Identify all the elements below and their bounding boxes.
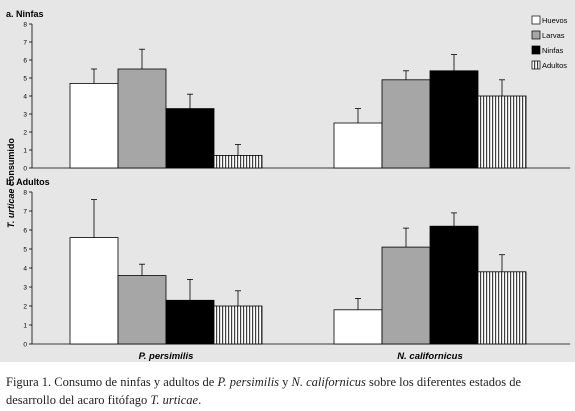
caption-text: Figura 1. Consumo de ninfas y adultos de [6,375,218,389]
legend-label: Ninfas [542,46,564,55]
y-tick-label: 0 [23,166,27,173]
y-tick-label: 7 [23,209,27,216]
y-tick-label: 3 [23,112,27,119]
y-tick-label: 1 [23,323,27,330]
legend-label: Huevos [542,16,568,25]
bar [213,305,263,345]
bar [477,95,527,169]
bar [477,271,527,345]
panel-title: b. Adultos [6,177,50,187]
caption-text: . [198,393,202,407]
bar [381,79,431,169]
caption-italic-text: T. urticae [150,393,199,407]
figure-caption: Figura 1. Consumo de ninfas y adultos de… [6,373,572,409]
y-axis-title-rest: consumido [6,138,16,189]
legend-swatch [531,15,541,25]
y-tick-label: 6 [23,228,27,235]
category-label: P. persimilis [139,351,194,362]
bar [117,275,167,345]
caption-italic-text: N. californicus [291,375,366,389]
bar [213,154,263,169]
y-tick-label: 4 [23,266,27,273]
bar [165,299,215,345]
y-tick-label: 2 [23,304,27,311]
y-tick-label: 2 [23,130,27,137]
legend-swatch [531,30,541,40]
y-axis-title-species: T. urticae [6,189,16,228]
y-tick-label: 8 [23,22,27,29]
legend-label: Larvas [542,31,565,40]
y-tick-label: 3 [23,285,27,292]
bar [69,83,119,169]
caption-italic-text: P. persimilis [217,375,280,389]
bar [117,68,167,169]
y-tick-label: 7 [23,40,27,47]
y-tick-label: 8 [23,190,27,197]
legend-label: Adultos [542,61,567,70]
bar [381,246,431,345]
caption-text: sobre los diferentes estados de desarrol… [6,375,522,407]
bar [429,70,479,169]
bar-chart: a. Ninfas 0 1 2 3 4 5 6 7 8 b. Adultos 0 1 2 3 4 5 6 7 8 P. … [6,9,570,362]
legend-swatch [531,45,541,55]
y-tick-label: 6 [23,58,27,65]
bar [333,122,383,169]
y-tick-label: 5 [23,247,27,254]
y-axis-title: T. urticae consumido [6,138,16,228]
caption-text: y [279,375,292,389]
y-tick-label: 1 [23,148,27,155]
y-tick-label: 4 [23,94,27,101]
y-tick-label: 5 [23,76,27,83]
category-label: N. californicus [397,351,462,362]
figure-panel: a. Ninfas 0 1 2 3 4 5 6 7 8 b. Adultos 0 1 2 3 4 5 6 7 8 P. … [0,0,575,362]
panel-title: a. Ninfas [6,9,44,19]
bar [165,108,215,169]
y-tick-label: 0 [23,342,27,349]
bar [69,237,119,345]
bar [429,225,479,345]
legend-swatch [531,60,541,70]
bar [333,309,383,345]
